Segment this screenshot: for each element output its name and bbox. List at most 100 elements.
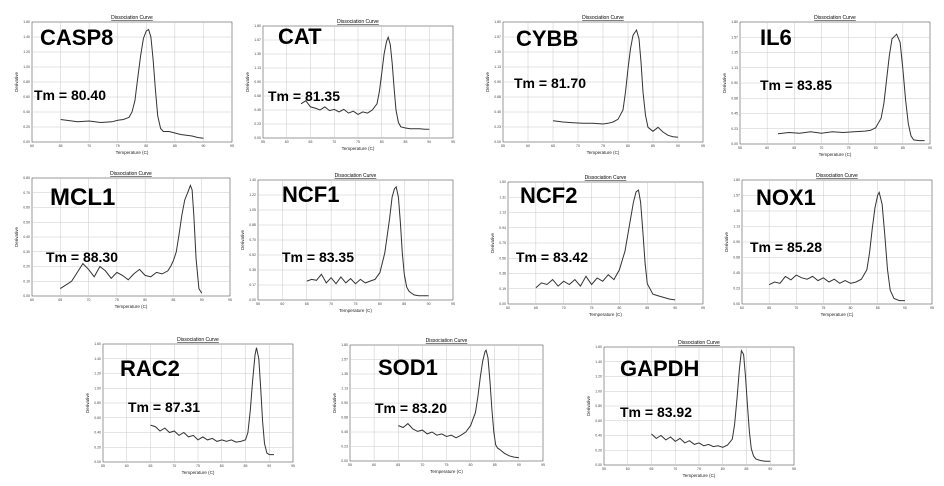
tm-label: Tm = 83.85 [760, 77, 832, 93]
gene-label: NCF1 [282, 182, 339, 207]
x-tick-label: 75 [115, 298, 119, 302]
x-tick-label: 90 [903, 306, 907, 310]
tm-label: Tm = 83.42 [516, 249, 588, 265]
y-tick-label: 1.80 [254, 24, 261, 28]
y-tick-label: 0.00 [731, 142, 738, 146]
panel-title: Dissociation Curve [110, 171, 152, 177]
melt-curve-panel-rac2: Dissociation Curve 55 60 65 70 75 80 85 90 95 0.00… [85, 337, 295, 475]
y-tick-label: 1.57 [731, 35, 738, 39]
x-tick-label: 55 [602, 467, 606, 471]
x-tick-label: 70 [794, 306, 798, 310]
tm-label: Tm = 85.28 [750, 239, 822, 255]
x-tick-label: 90 [201, 144, 205, 148]
y-tick-label: 0.23 [254, 122, 261, 126]
tm-label: Tm = 87.31 [128, 399, 200, 415]
y-tick-label: 0.00 [254, 136, 261, 140]
y-tick-label: 0.20 [23, 265, 30, 269]
x-tick-label: 60 [30, 298, 34, 302]
y-tick-label: 1.60 [94, 342, 101, 346]
x-axis-label: Temperature (C) [430, 469, 463, 474]
y-tick-label: 0.00 [94, 460, 101, 464]
panel-title: Dissociation Curve [816, 173, 858, 179]
y-tick-label: 0.60 [23, 95, 30, 99]
y-tick-label: 0.80 [595, 404, 602, 408]
x-tick-label: 85 [645, 306, 649, 310]
x-tick-label: 95 [541, 463, 545, 467]
x-tick-label: 80 [721, 467, 725, 471]
x-tick-label: 90 [200, 298, 204, 302]
y-tick-label: 1.00 [23, 65, 30, 69]
y-tick-label: 1.57 [254, 38, 261, 42]
y-tick-label: 0.17 [249, 283, 256, 287]
panel-title: Dissociation Curve [337, 19, 379, 25]
x-tick-label: 75 [821, 306, 825, 310]
y-tick-label: 1.80 [494, 20, 501, 24]
y-tick-label: 0.20 [94, 445, 101, 449]
gene-label: NCF2 [520, 183, 577, 208]
y-tick-label: 1.05 [249, 208, 256, 212]
y-tick-label: 0.56 [499, 256, 506, 260]
x-axis-label: Temperature (C) [339, 308, 372, 313]
y-tick-label: 1.80 [731, 20, 738, 24]
y-tick-label: 1.20 [595, 375, 602, 379]
x-tick-label: 75 [697, 467, 701, 471]
y-tick-label: 0.50 [23, 220, 30, 224]
y-tick-label: 0.68 [731, 96, 738, 100]
y-tick-label: 1.80 [341, 343, 348, 347]
y-tick-label: 0.00 [499, 302, 506, 306]
y-tick-label: 0.90 [731, 81, 738, 85]
tm-label: Tm = 81.35 [268, 88, 340, 104]
y-tick-label: 0.90 [341, 401, 348, 405]
x-tick-label: 70 [87, 144, 91, 148]
melt-curve-line [651, 349, 771, 462]
x-tick-label: 80 [220, 464, 224, 468]
x-tick-label: 80 [380, 140, 384, 144]
y-tick-label: 1.13 [733, 225, 740, 229]
panel-title: Dissociation Curve [585, 175, 627, 181]
tm-label: Tm = 80.40 [34, 87, 106, 103]
y-tick-label: 0.45 [731, 112, 738, 116]
gene-label: SOD1 [378, 355, 438, 380]
x-tick-label: 70 [172, 464, 176, 468]
x-tick-label: 70 [819, 146, 823, 150]
y-tick-label: 0.70 [23, 191, 30, 195]
x-tick-label: 80 [143, 298, 147, 302]
y-tick-label: 0.10 [23, 279, 30, 283]
x-tick-label: 85 [651, 144, 655, 148]
melt-curve-line [552, 28, 679, 138]
x-tick-label: 70 [87, 298, 91, 302]
x-tick-label: 65 [305, 302, 309, 306]
y-tick-label: 0.45 [733, 271, 740, 275]
x-tick-label: 85 [493, 463, 497, 467]
x-tick-label: 90 [676, 144, 680, 148]
x-tick-label: 85 [402, 302, 406, 306]
x-tick-label: 65 [396, 463, 400, 467]
y-tick-label: 1.35 [254, 52, 261, 56]
y-tick-label: 1.60 [23, 20, 30, 24]
y-tick-label: 1.22 [249, 193, 256, 197]
x-tick-label: 90 [517, 463, 521, 467]
y-axis-label: Derivative [240, 230, 245, 251]
x-tick-label: 65 [149, 464, 153, 468]
x-tick-label: 60 [30, 144, 34, 148]
y-tick-label: 0.20 [23, 125, 30, 129]
x-tick-label: 60 [526, 144, 530, 148]
x-tick-label: 85 [876, 306, 880, 310]
gene-label: IL6 [760, 25, 792, 50]
y-tick-label: 1.13 [499, 211, 506, 215]
y-tick-label: 1.13 [254, 66, 261, 70]
x-tick-label: 90 [427, 302, 431, 306]
y-axis-label: Derivative [490, 233, 495, 254]
x-tick-label: 75 [196, 464, 200, 468]
y-axis-label: Derivative [14, 72, 19, 93]
gene-label: GAPDH [620, 356, 699, 381]
y-tick-label: 0.23 [494, 125, 501, 129]
tm-label: Tm = 83.92 [620, 404, 692, 420]
y-tick-label: 1.13 [731, 66, 738, 70]
x-tick-label: 85 [173, 144, 177, 148]
x-tick-label: 70 [332, 140, 336, 144]
x-axis-label: Temperature (C) [589, 312, 622, 317]
melt-curve-line [300, 35, 430, 130]
melt-curve-panel-ncf1: Dissociation Curve 55 60 65 70 75 80 85 90 95 0.00… [240, 173, 455, 313]
x-axis-label: Temperature (C) [821, 312, 854, 317]
